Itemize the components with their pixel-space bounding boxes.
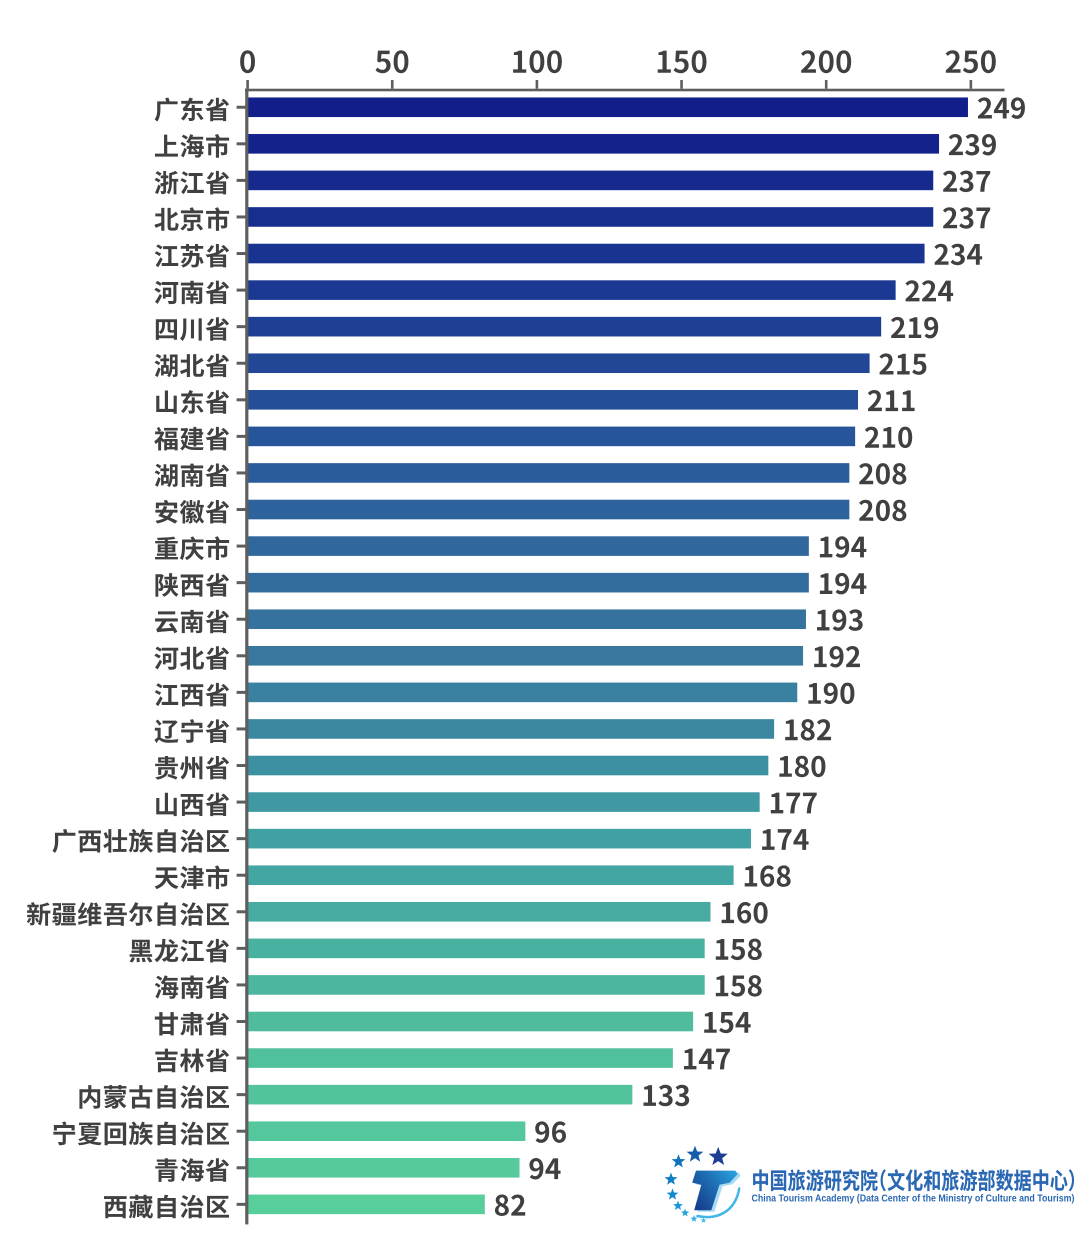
- svg-text:China Tourism Academy (Data Ce: China Tourism Academy (Data Center of th…: [752, 1193, 1075, 1204]
